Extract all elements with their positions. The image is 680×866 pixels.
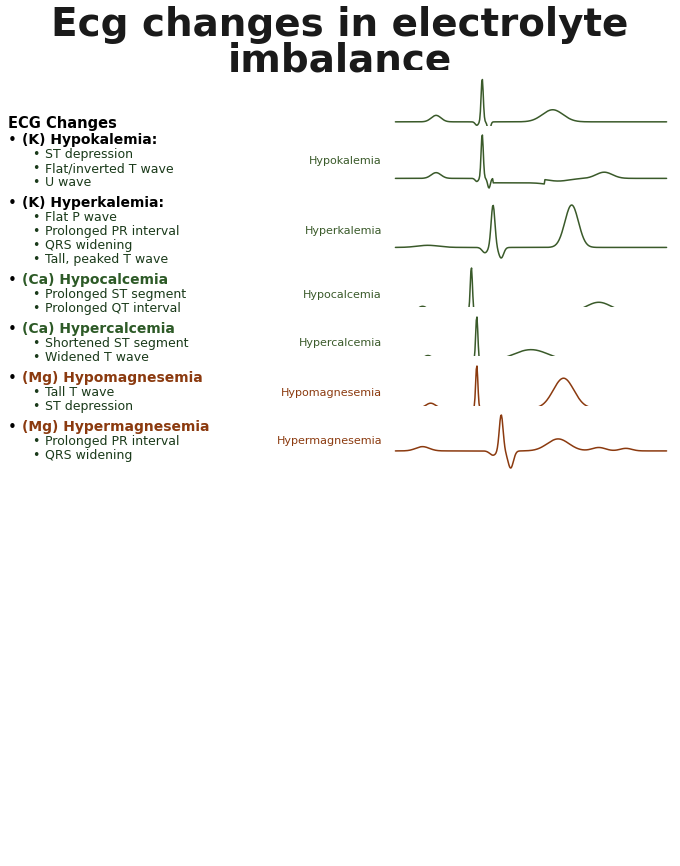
Text: •: • xyxy=(32,302,39,315)
Text: •: • xyxy=(32,253,39,266)
Text: imbalance: imbalance xyxy=(228,42,452,80)
Text: ST depression: ST depression xyxy=(45,148,133,161)
Text: (K) Hypokalemia:: (K) Hypokalemia: xyxy=(22,133,157,147)
Text: •: • xyxy=(32,211,39,224)
Text: U wave: U wave xyxy=(45,176,91,189)
Text: Tall, peaked T wave: Tall, peaked T wave xyxy=(45,253,168,266)
Text: ST depression: ST depression xyxy=(45,400,133,413)
Text: Prolonged PR interval: Prolonged PR interval xyxy=(45,435,180,448)
Text: •: • xyxy=(8,322,17,337)
Text: •: • xyxy=(32,239,39,252)
Text: Hypomagnesemia: Hypomagnesemia xyxy=(281,387,382,397)
Text: Hypocalcemia: Hypocalcemia xyxy=(303,289,382,300)
Text: •: • xyxy=(8,420,17,435)
Text: •: • xyxy=(32,400,39,413)
Text: •: • xyxy=(8,371,17,386)
Text: Hypermagnesemia: Hypermagnesemia xyxy=(276,436,382,447)
Text: •: • xyxy=(32,351,39,364)
Text: •: • xyxy=(32,435,39,448)
Text: (Ca) Hypocalcemia: (Ca) Hypocalcemia xyxy=(22,273,168,287)
Text: Tall T wave: Tall T wave xyxy=(45,386,114,399)
Text: Prolonged PR interval: Prolonged PR interval xyxy=(45,225,180,238)
Text: Widened T wave: Widened T wave xyxy=(45,351,149,364)
Text: •: • xyxy=(32,162,39,175)
Text: •: • xyxy=(32,148,39,161)
Text: (Mg) Hypermagnesemia: (Mg) Hypermagnesemia xyxy=(22,420,209,434)
Text: •: • xyxy=(8,273,17,288)
Text: Prolonged ST segment: Prolonged ST segment xyxy=(45,288,186,301)
Text: ECG Changes: ECG Changes xyxy=(8,116,117,131)
Text: •: • xyxy=(8,196,17,211)
Text: (K) Hyperkalemia:: (K) Hyperkalemia: xyxy=(22,196,164,210)
Text: (Mg) Hypomagnesemia: (Mg) Hypomagnesemia xyxy=(22,371,203,385)
Text: •: • xyxy=(32,337,39,350)
Text: •: • xyxy=(32,176,39,189)
Text: Prolonged QT interval: Prolonged QT interval xyxy=(45,302,181,315)
Text: •: • xyxy=(32,386,39,399)
Text: Shortened ST segment: Shortened ST segment xyxy=(45,337,188,350)
Text: •: • xyxy=(32,288,39,301)
Text: Flat P wave: Flat P wave xyxy=(45,211,117,224)
Text: •: • xyxy=(8,133,17,148)
Text: QRS widening: QRS widening xyxy=(45,239,133,252)
Text: (Ca) Hypercalcemia: (Ca) Hypercalcemia xyxy=(22,322,175,336)
Text: Hyperkalemia: Hyperkalemia xyxy=(305,227,382,236)
Text: Hypokalemia: Hypokalemia xyxy=(309,157,382,166)
Text: QRS widening: QRS widening xyxy=(45,449,133,462)
Text: Flat/inverted T wave: Flat/inverted T wave xyxy=(45,162,173,175)
Text: Ecg changes in electrolyte: Ecg changes in electrolyte xyxy=(51,6,629,44)
Text: •: • xyxy=(32,225,39,238)
Text: Normal Sinus Rhythm: Normal Sinus Rhythm xyxy=(400,72,522,82)
Text: •: • xyxy=(32,449,39,462)
Text: Hypercalcemia: Hypercalcemia xyxy=(299,339,382,348)
